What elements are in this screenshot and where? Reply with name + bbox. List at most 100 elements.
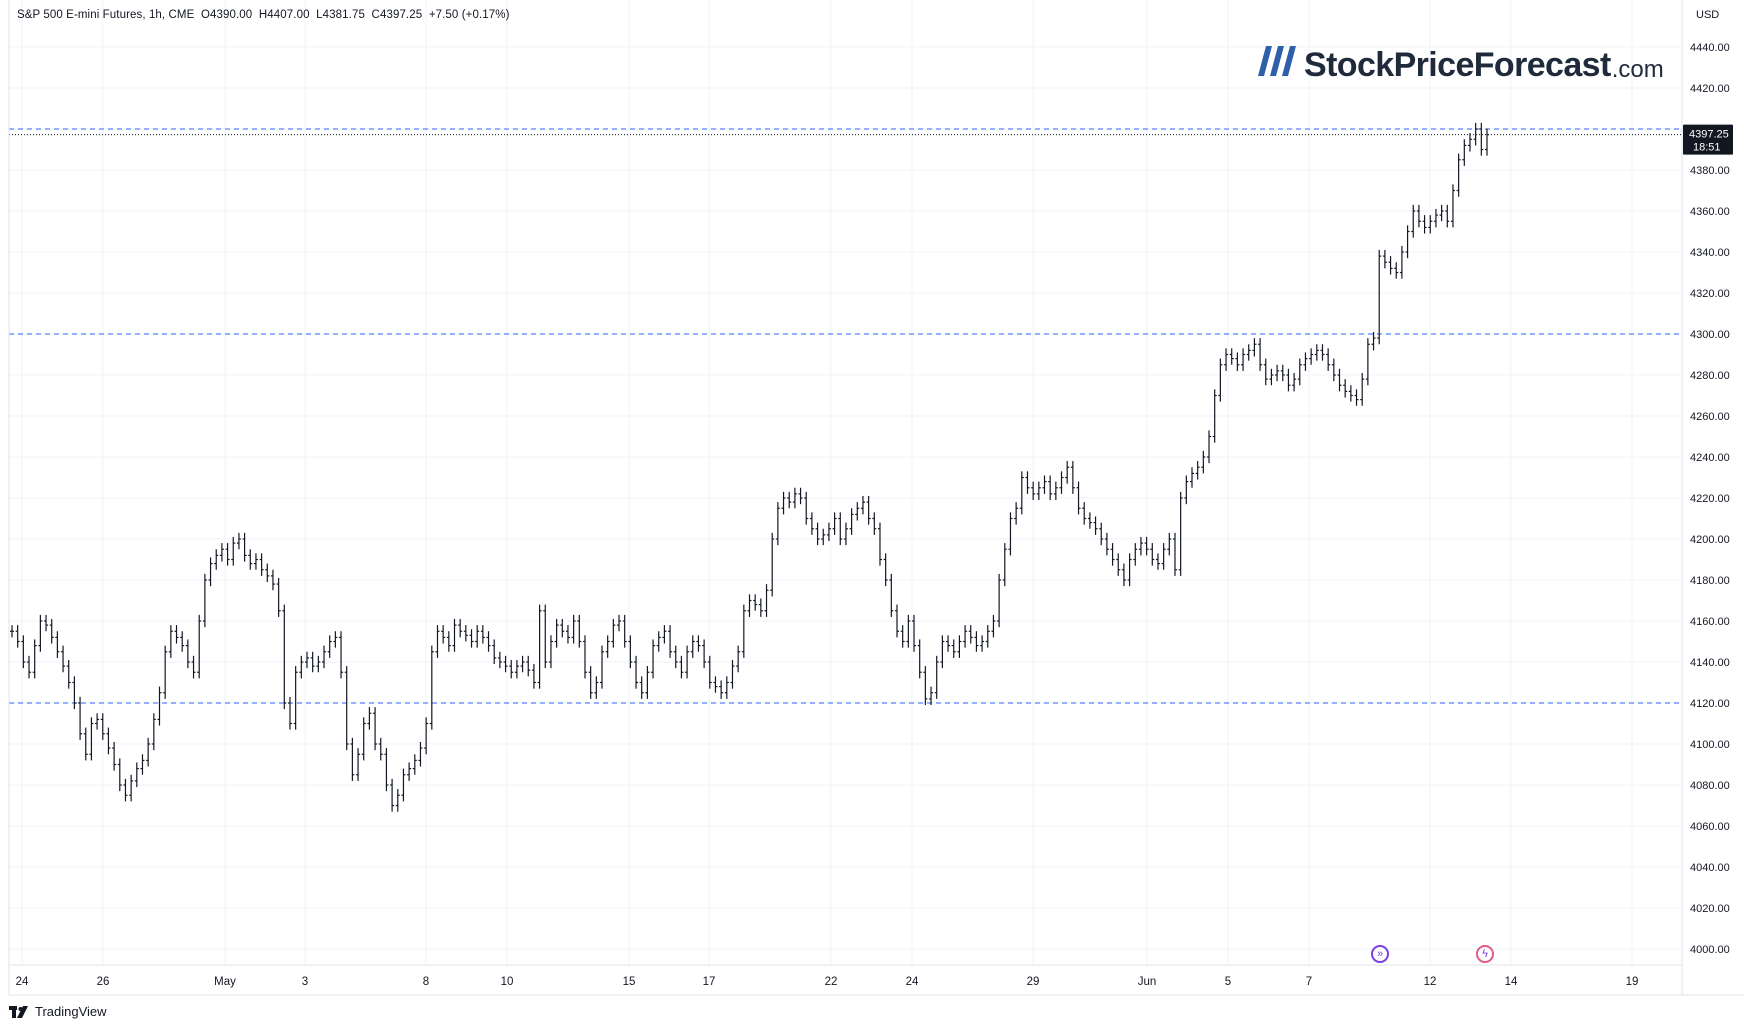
- last-price-tag: [1683, 124, 1733, 155]
- ohlc-bar: [10, 625, 14, 638]
- x-tick-label: Jun: [1138, 976, 1157, 988]
- ohlc-bar: [895, 604, 899, 638]
- ohlc-bar: [185, 639, 190, 669]
- ohlc-bar: [134, 762, 139, 788]
- ohlc-bar: [707, 655, 712, 689]
- ohlc-bar: [1048, 475, 1053, 501]
- ohlc-bar: [123, 778, 128, 802]
- x-tick-label: 12: [1424, 976, 1437, 988]
- ohlc-bar: [1172, 532, 1177, 576]
- ohlc-bar: [1450, 184, 1455, 228]
- ohlc-bar: [293, 666, 298, 730]
- ohlc-bar: [1263, 358, 1268, 386]
- ohlc-bar: [1104, 532, 1109, 556]
- ohlc-bar: [373, 707, 378, 751]
- ohlc-bar: [713, 676, 718, 693]
- y-tick-label: 4240.00: [1690, 452, 1730, 464]
- time-axis[interactable]: 24 26 May 3 8 10 15 17 22 24 29 Jun 5 7 12 14 19: [8, 0, 1744, 996]
- ohlc-bar: [679, 655, 684, 679]
- ohlc-bar: [129, 774, 134, 802]
- ohlc-bar: [1394, 262, 1399, 279]
- ohlc-bar: [1377, 249, 1382, 345]
- forward-arrows-icon[interactable]: »: [1371, 945, 1389, 963]
- ohlc-bar: [673, 645, 678, 669]
- x-tick-label: 14: [1505, 976, 1518, 988]
- grid: [9, 0, 1682, 965]
- ohlc-bar: [1360, 372, 1365, 406]
- footer[interactable]: TradingView: [9, 1004, 107, 1019]
- ohlc-bar: [259, 553, 264, 576]
- ohlc-bar: [634, 655, 639, 689]
- ohlc-bar: [1207, 430, 1212, 464]
- ohlc-bar: [1093, 516, 1098, 535]
- ohlc-bar: [702, 639, 707, 669]
- ohlc-bar: [429, 645, 434, 730]
- ohlc-bar: [1354, 389, 1359, 406]
- ohlc-bar: [617, 614, 622, 632]
- ohlc-bar: [38, 614, 43, 652]
- ohlc-bar: [991, 614, 996, 638]
- ohlc-bar: [1326, 348, 1331, 371]
- ohlc-bar: [582, 635, 587, 679]
- ohlc-bar: [1462, 139, 1467, 166]
- ohlc-bar: [1371, 331, 1376, 351]
- y-tick-label: 4280.00: [1690, 370, 1730, 382]
- y-tick-label: 4300.00: [1690, 329, 1730, 341]
- ohlc-bar: [180, 631, 185, 652]
- close-value: 4397.25: [379, 9, 423, 21]
- ohlc-bar: [866, 495, 871, 525]
- lightning-icon[interactable]: ϟ: [1476, 945, 1494, 963]
- ohlc-bar: [66, 659, 71, 689]
- ohlc-bar: [883, 553, 888, 587]
- ohlc-bar: [1411, 204, 1416, 238]
- ohlc-bar: [1127, 553, 1132, 587]
- ohlc-bar: [917, 639, 922, 679]
- ohlc-bar: [1116, 553, 1121, 576]
- ohlc-bar: [804, 491, 809, 525]
- ohlc-bar: [639, 676, 644, 699]
- ohlc-bar: [946, 635, 951, 652]
- watermark-suffix: .com: [1611, 56, 1664, 83]
- tradingview-brand: TradingView: [35, 1004, 107, 1019]
- x-tick-label: 17: [703, 976, 716, 988]
- ohlc-bar: [316, 655, 321, 673]
- ohlc-bar: [1348, 385, 1353, 402]
- ohlc-bar: [1365, 338, 1370, 386]
- symbol-title[interactable]: S&P 500 E-mini Futures, 1h, CME: [17, 9, 195, 21]
- ohlc-bar: [452, 618, 457, 652]
- ohlc-bar: [923, 666, 928, 706]
- ohlc-bar: [980, 635, 985, 652]
- ohlc-bar: [1042, 475, 1047, 494]
- price-axis[interactable]: 4440.004420.004400.004380.004360.004340.…: [1681, 0, 1733, 995]
- chart-legend: S&P 500 E-mini Futures, 1h, CME O4390.00…: [17, 9, 510, 21]
- ohlc-bar: [855, 502, 860, 521]
- ohlc-bar: [1343, 379, 1348, 398]
- ohlc-bar: [89, 717, 94, 761]
- ohlc-bar: [1314, 344, 1319, 361]
- ohlc-bar: [985, 625, 990, 648]
- ohlc-bar: [287, 696, 292, 730]
- ohlc-bar: [849, 508, 854, 535]
- y-tick-label: 4040.00: [1690, 862, 1730, 874]
- ohlc-bar: [305, 651, 309, 669]
- ohlc-bar: [1019, 471, 1024, 515]
- y-tick-label: 4340.00: [1690, 247, 1730, 259]
- ohlc-bar: [1399, 245, 1404, 279]
- ohlc-bar: [537, 604, 542, 689]
- ohlc-bar: [390, 778, 395, 812]
- ohlc-bar: [877, 522, 882, 566]
- ohlc-bar: [1388, 256, 1393, 275]
- ohlc-bar: [55, 631, 60, 658]
- ohlc-bar: [446, 631, 451, 652]
- ohlc-bar: [1014, 502, 1019, 525]
- ohlc-bar: [168, 625, 173, 658]
- ohlc-bar: [997, 573, 1002, 628]
- ohlc-bar: [480, 625, 485, 644]
- ohlc-bar: [1008, 512, 1013, 556]
- ohlc-bar: [1087, 512, 1092, 529]
- ohlc-bar: [322, 645, 327, 669]
- ohlc-bar: [1467, 133, 1472, 152]
- ohlc-bar: [21, 635, 26, 669]
- ohlc-bar: [344, 666, 349, 751]
